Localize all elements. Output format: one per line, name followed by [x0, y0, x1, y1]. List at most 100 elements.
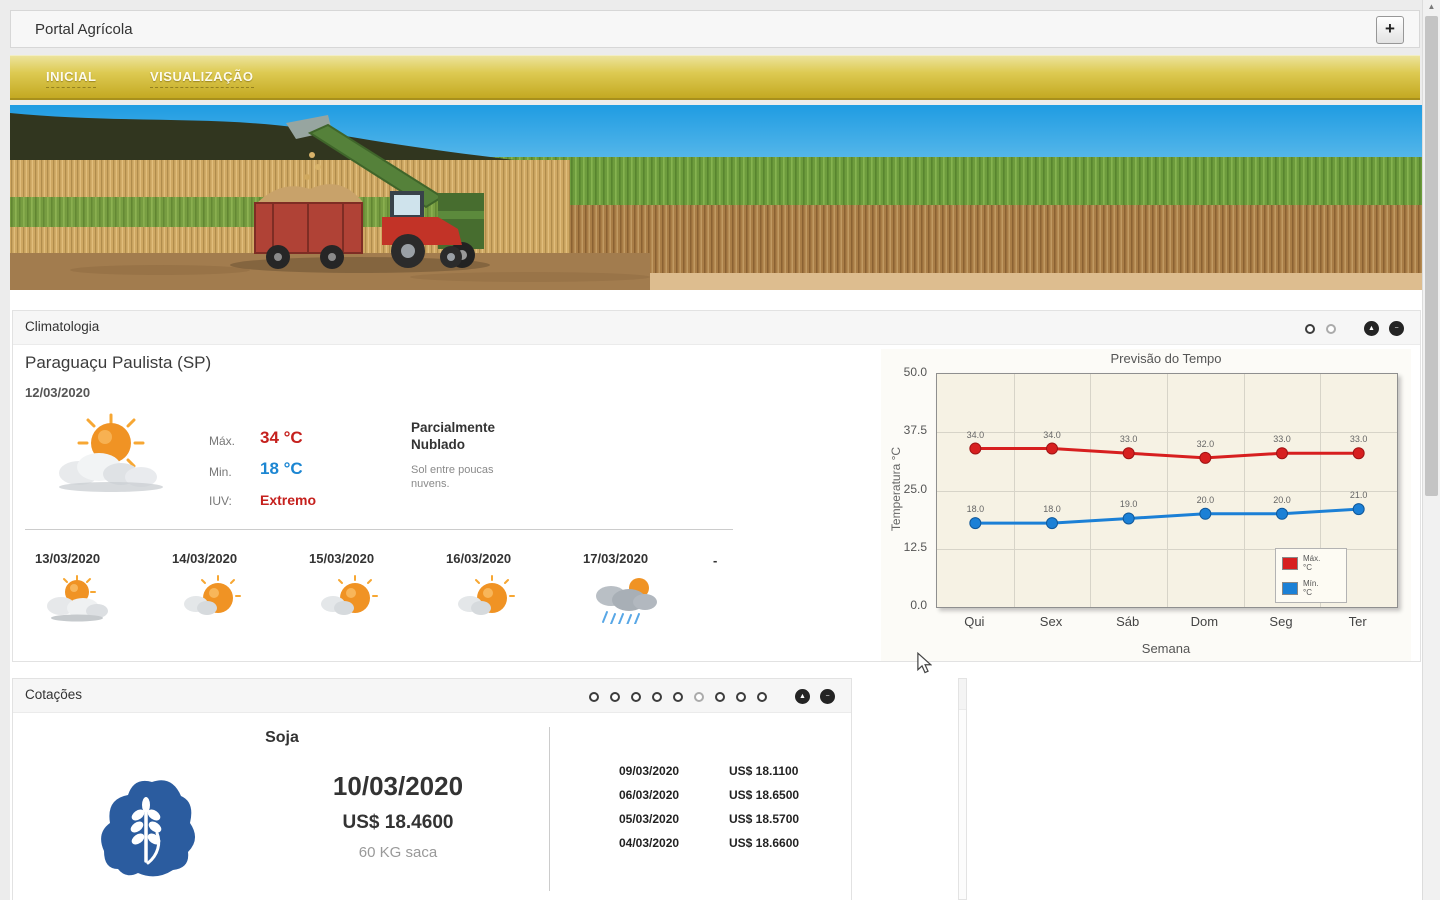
forecast-day: 13/03/2020	[35, 551, 159, 624]
pager-dot[interactable]	[1326, 323, 1336, 334]
climatologia-pager-dots	[1305, 323, 1336, 334]
window-title-bar: Portal Agrícola +	[10, 10, 1420, 48]
legend-label: Máx. °C	[1303, 554, 1321, 572]
price-history-row: 09/03/2020 US$ 18.1100	[619, 759, 799, 783]
legend-swatch	[1282, 581, 1298, 595]
history-price: US$ 18.1100	[729, 764, 799, 778]
history-date: 09/03/2020	[619, 764, 680, 778]
legend-label: Mín. °C	[1303, 579, 1319, 597]
history-date: 06/03/2020	[619, 788, 680, 802]
price-history-row: 05/03/2020 US$ 18.5700	[619, 807, 799, 831]
page-title: Portal Agrícola	[35, 21, 133, 38]
minimize-icon[interactable]: −	[820, 689, 835, 704]
forecast-divider	[25, 529, 733, 530]
collapse-icon[interactable]: ▲	[795, 689, 810, 704]
location-title: Paraguaçu Paulista (SP)	[25, 353, 212, 372]
add-portlet-button[interactable]: +	[1376, 16, 1404, 44]
cotacoes-panel-title: Cotações	[25, 687, 83, 702]
forecast-day: 16/03/2020	[446, 551, 570, 624]
y-tick-label: 50.0	[903, 365, 927, 379]
history-price: US$ 18.6600	[729, 836, 800, 850]
sun-small-cloud-icon	[313, 574, 383, 624]
y-tick-label: 37.5	[903, 423, 927, 438]
history-price: US$ 18.6500	[729, 788, 800, 802]
point-label: 18.0	[966, 504, 985, 515]
condition-text: Sol entre poucas nuvens.	[411, 464, 494, 490]
mouse-cursor-icon	[916, 651, 933, 674]
max-label: Máx.	[209, 434, 236, 448]
condition-title: Parcialmente Nublado	[411, 420, 496, 452]
min-temp-value: 18 °C	[260, 459, 303, 478]
pager-dot[interactable]	[673, 691, 683, 702]
y-tick-label: 25.0	[903, 481, 927, 496]
chart-legend: Máx. °C Mín. °C	[1275, 548, 1347, 603]
forecast-date: 16/03/2020	[446, 551, 512, 566]
point-label: 32.0	[1196, 438, 1215, 449]
sun-small-cloud-icon	[176, 574, 246, 624]
pager-dot[interactable]	[631, 691, 641, 702]
climatologia-panel: Climatologia ▲ − Paraguaçu Paulista (SP)…	[12, 310, 1421, 662]
sun-small-cloud-icon	[450, 574, 520, 624]
climatologia-panel-title: Climatologia	[25, 319, 100, 334]
minimize-icon[interactable]: −	[1389, 321, 1404, 336]
vertical-scrollbar[interactable]: ▲	[1422, 0, 1440, 900]
quote-price: US$ 18.4600	[342, 812, 454, 833]
pager-dot[interactable]	[589, 691, 599, 702]
forecast-row: - 13/03/2020 14/03/2020 15/03/2020 16/03/20…	[13, 551, 753, 651]
cotacoes-panel-controls: ▲ −	[589, 689, 835, 704]
nav-item-visualizacao[interactable]: VISUALIZAÇÃO	[150, 69, 254, 88]
gridline-v	[1013, 374, 1015, 607]
scrollbar-thumb[interactable]	[1425, 16, 1438, 496]
chart-series-svg	[969, 442, 1365, 530]
collapse-icon[interactable]: ▲	[1364, 321, 1379, 336]
quote-divider	[549, 727, 550, 891]
forecast-more: -	[713, 553, 718, 568]
history-date: 05/03/2020	[619, 812, 680, 826]
x-tick-label: Ter	[1348, 614, 1367, 629]
point-label: 34.0	[966, 429, 985, 440]
soy-commodity-icon	[96, 769, 196, 889]
banner-image	[10, 105, 1422, 290]
history-date: 04/03/2020	[619, 836, 680, 850]
main-navigation: INICIAL VISUALIZAÇÃO	[10, 55, 1420, 100]
pager-dot[interactable]	[652, 691, 662, 702]
pager-dot[interactable]	[757, 691, 767, 702]
forecast-day: 15/03/2020	[309, 551, 433, 624]
sun-behind-clouds-icon	[39, 574, 109, 624]
chart-plot-area: 34.0 34.0 33.0 32.0 33.0 33.0 18.0 18.0 19.0 20.0…	[936, 373, 1398, 608]
pager-dot[interactable]	[715, 691, 725, 702]
gridline-v	[1320, 374, 1322, 607]
forecast-date: 14/03/2020	[172, 551, 238, 566]
pager-dot[interactable]	[694, 691, 704, 702]
x-tick-label: Sáb	[1116, 614, 1140, 629]
x-tick-label: Seg	[1269, 614, 1293, 629]
gridline-v	[1167, 374, 1168, 607]
weather-chart: Previsão do Tempo Temperatura °C 34.0 34.…	[881, 349, 1411, 661]
forecast-day: 14/03/2020	[172, 551, 296, 624]
point-label: 19.0	[1119, 499, 1138, 510]
iuv-value: Extremo	[260, 492, 317, 508]
current-date: 12/03/2020	[25, 385, 91, 400]
y-tick-label: 12.5	[903, 539, 927, 554]
cotacoes-panel-header: Cotações ▲ −	[13, 679, 851, 713]
chart-title: Previsão do Tempo	[1110, 351, 1222, 366]
quote-unit: 60 KG saca	[358, 844, 438, 861]
forecast-day: 17/03/2020	[583, 551, 707, 626]
rain-showers-icon	[587, 574, 657, 626]
pager-dot[interactable]	[1305, 323, 1315, 334]
iuv-label: IUV:	[209, 494, 232, 508]
current-quote: 10/03/2020 US$ 18.4600 60 KG saca	[265, 771, 531, 861]
pager-dot[interactable]	[736, 691, 746, 702]
quote-date: 10/03/2020	[332, 771, 464, 801]
pager-dot[interactable]	[610, 691, 620, 702]
plus-icon: +	[1385, 19, 1395, 38]
point-label: 34.0	[1043, 429, 1061, 440]
scroll-up-icon[interactable]: ▲	[1427, 2, 1436, 11]
point-label: 33.0	[1273, 434, 1291, 445]
point-label: 20.0	[1196, 494, 1215, 505]
commodity-name: Soja	[265, 729, 299, 746]
cotacoes-pager-dots	[589, 691, 767, 702]
price-history-list: 09/03/2020 US$ 18.1100 06/03/2020 US$ 18.65…	[619, 759, 799, 855]
nav-item-inicial[interactable]: INICIAL	[46, 69, 97, 88]
y-tick-label: 0.0	[910, 598, 927, 612]
